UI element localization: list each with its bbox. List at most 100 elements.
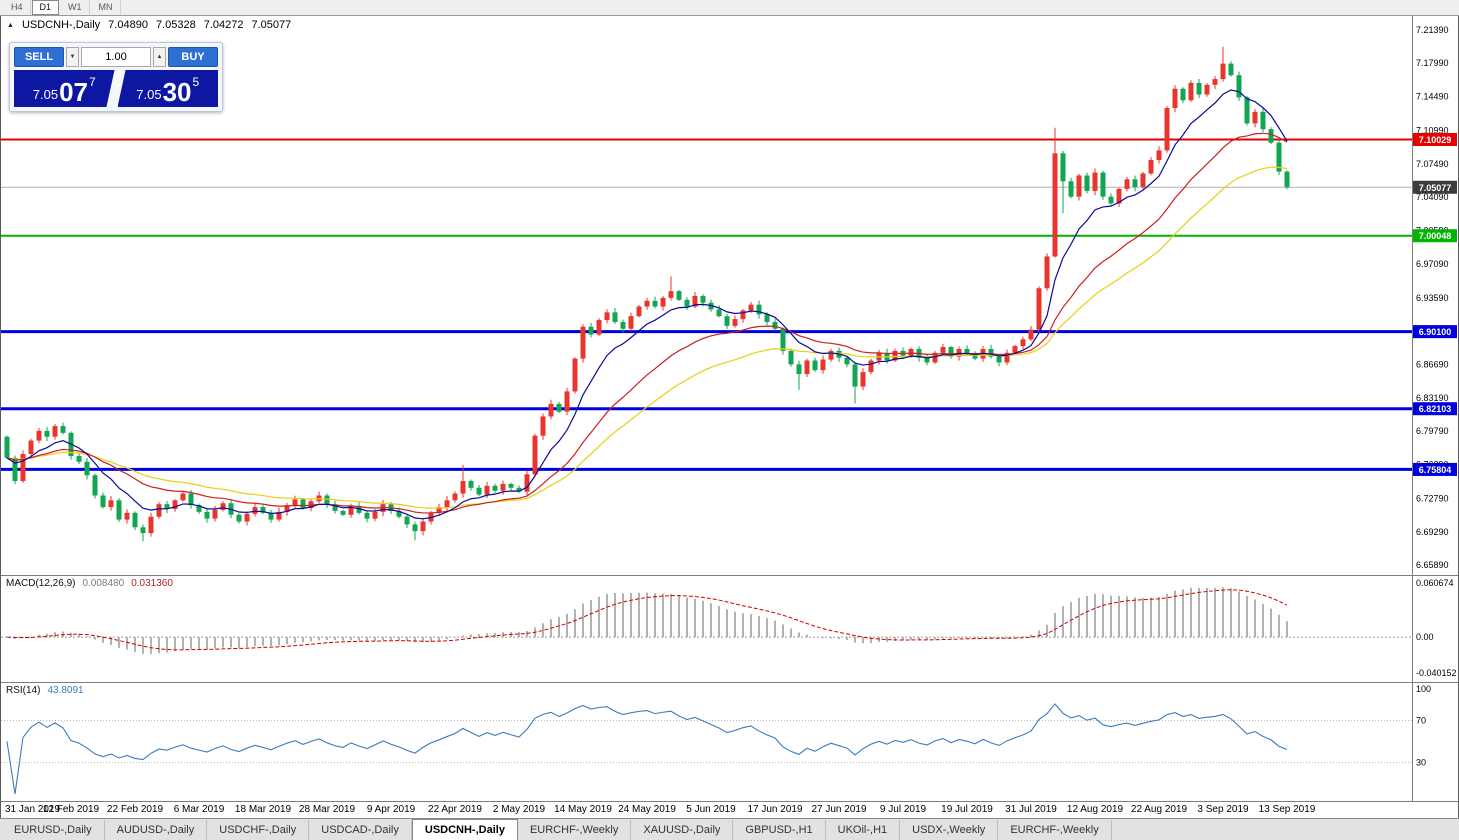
ohlc-low: 7.04272 (203, 19, 244, 31)
timeframe-toolbar: H4 D1 W1 MN (0, 0, 1459, 16)
price-panel[interactable]: USDCNH-,Daily 7.04890 7.05328 7.04272 7.… (1, 16, 1458, 575)
svg-text:6.93590: 6.93590 (1416, 293, 1449, 303)
date-axis-label: 3 Sep 2019 (1197, 804, 1249, 815)
rsi-line (6, 703, 1288, 795)
price-axis: 7.21390 7.17990 7.14490 7.10990 7.07490 7.040… (1416, 25, 1449, 570)
svg-text:6.86690: 6.86690 (1416, 359, 1449, 369)
sell-price-main: 07 (59, 77, 89, 107)
date-axis-label: 31 Jul 2019 (1005, 804, 1057, 815)
one-click-trading-widget: SELL BUY 7.05 07 7 7.05 (9, 42, 223, 112)
svg-text:7.21390: 7.21390 (1416, 25, 1449, 35)
date-axis-label: 14 May 2019 (554, 804, 612, 815)
date-axis-label: 6 Mar 2019 (173, 804, 225, 815)
svg-text:-0.040152: -0.040152 (1416, 668, 1457, 678)
sell-button[interactable]: SELL (14, 47, 64, 67)
svg-text:7.04090: 7.04090 (1416, 192, 1449, 202)
timeframe-button-d1[interactable]: D1 (31, 0, 60, 15)
chart-header: USDCNH-,Daily 7.04890 7.05328 7.04272 7.… (7, 19, 291, 31)
svg-text:0.00: 0.00 (1416, 632, 1434, 642)
ohlc-open: 7.04890 (108, 19, 148, 31)
timeframe-buttons: H4 D1 W1 MN (3, 0, 121, 15)
price-tag (1413, 325, 1457, 339)
price-tag (1413, 462, 1457, 476)
svg-text:7.14490: 7.14490 (1416, 92, 1449, 102)
svg-text:100: 100 (1416, 684, 1431, 694)
date-axis-label: 9 Jul 2019 (879, 804, 927, 815)
timeframe-button-w1[interactable]: W1 (60, 0, 90, 15)
price-chart-canvas[interactable]: 7.21390 7.17990 7.14490 7.10990 7.07490 7.040… (1, 16, 1458, 575)
chart-tab-usdcnh-daily[interactable]: USDCNH-,Daily (411, 819, 518, 840)
buy-button[interactable]: BUY (168, 47, 218, 67)
date-axis-label: 13 Sep 2019 (1258, 804, 1316, 815)
chart-tab-audusd-daily[interactable]: AUDUSD-,Daily (105, 820, 208, 840)
timeframe-button-h4[interactable]: H4 (3, 0, 31, 15)
macd-name: MACD(12,26,9) (6, 578, 76, 589)
chart-tab-xauusd-daily[interactable]: XAUUSD-,Daily (631, 820, 734, 840)
macd-label: MACD(12,26,9) 0.008480 0.031360 (6, 578, 173, 589)
chart-tab-usdchf-daily[interactable]: USDCHF-,Daily (207, 820, 310, 840)
rsi-canvas[interactable]: 100 70 30 (1, 683, 1458, 801)
macd-canvas[interactable]: 0.060674 0.00 -0.040152 (1, 576, 1458, 682)
ema-fast-line (6, 89, 1288, 520)
svg-text:0.060674: 0.060674 (1416, 578, 1454, 588)
date-axis-label: 19 Jul 2019 (941, 804, 993, 815)
ohlc-high: 7.05328 (155, 19, 196, 31)
symbol-label: USDCNH-,Daily (21, 19, 101, 31)
svg-text:7.00048: 7.00048 (1419, 231, 1452, 241)
svg-text:70: 70 (1416, 716, 1426, 726)
svg-text:7.17990: 7.17990 (1416, 58, 1449, 68)
ema-mid-line (6, 132, 1288, 514)
svg-text:7.10029: 7.10029 (1419, 135, 1452, 145)
volume-input[interactable] (81, 47, 151, 67)
volume-input-wrap (81, 47, 151, 67)
date-axis-label: 12 Feb 2019 (42, 804, 100, 815)
chart-tab-usdx-weekly[interactable]: USDX-,Weekly (900, 820, 999, 840)
chart-tab-ukoil-h1[interactable]: UKOil-,H1 (826, 820, 901, 840)
date-axis-label: 18 Mar 2019 (234, 804, 292, 815)
rsi-panel[interactable]: RSI(14) 43.8091 100 70 30 (1, 682, 1458, 801)
price-tag (1413, 229, 1457, 243)
buy-price-panel[interactable]: 7.05 30 5 (117, 70, 218, 107)
volume-increase-button[interactable] (153, 47, 166, 67)
sell-price-panel[interactable]: 7.05 07 7 (14, 70, 115, 107)
date-axis[interactable]: 31 Jan 2019 12 Feb 2019 22 Feb 2019 6 Mar 2… (1, 801, 1458, 818)
rsi-value: 43.8091 (47, 685, 84, 696)
svg-text:6.69290: 6.69290 (1416, 527, 1449, 537)
chart-tab-eurchf-weekly[interactable]: EURCHF-,Weekly (998, 820, 1112, 840)
svg-text:6.79790: 6.79790 (1416, 426, 1449, 436)
svg-text:6.97090: 6.97090 (1416, 259, 1449, 269)
date-axis-label: 24 May 2019 (618, 804, 676, 815)
chart-tab-usdcad-daily[interactable]: USDCAD-,Daily (309, 820, 412, 840)
macd-panel[interactable]: MACD(12,26,9) 0.008480 0.031360 0.060674… (1, 575, 1458, 682)
volume-decrease-button[interactable] (66, 47, 79, 67)
buy-price-prefix: 7.05 (136, 87, 162, 102)
date-axis-label: 9 Apr 2019 (366, 804, 416, 815)
timeframe-button-mn[interactable]: MN (91, 0, 121, 15)
svg-text:30: 30 (1416, 758, 1426, 768)
macd-signal-line (6, 589, 1288, 651)
svg-text:6.90100: 6.90100 (1419, 327, 1452, 337)
chart-tab-eurchf-weekly[interactable]: EURCHF-,Weekly (518, 820, 632, 840)
date-axis-label: 28 Mar 2019 (298, 804, 356, 815)
price-level-tags[interactable]: 7.10029 7.00048 6.90100 6.82103 6.75804 7.050… (1413, 133, 1457, 476)
svg-text:6.75804: 6.75804 (1419, 465, 1452, 475)
chart-tab-gbpusd-h1[interactable]: GBPUSD-,H1 (733, 820, 826, 840)
collapse-triangle-icon[interactable] (7, 22, 14, 29)
ema-slow-line (6, 166, 1288, 509)
chart-tab-eurusd-daily[interactable]: EURUSD-,Daily (2, 820, 105, 840)
ohlc-close: 7.05077 (251, 19, 292, 31)
macd-value-signal: 0.031360 (131, 578, 173, 589)
svg-text:7.10990: 7.10990 (1416, 125, 1449, 135)
macd-histogram (14, 587, 1288, 655)
sell-price-prefix: 7.05 (32, 87, 59, 102)
price-tag (1413, 180, 1457, 194)
buy-price-main: 30 (162, 77, 192, 107)
candles-layer (4, 46, 1290, 542)
price-tag (1413, 133, 1457, 147)
date-axis-label: 2 May 2019 (492, 804, 546, 815)
rsi-name: RSI(14) (6, 685, 41, 696)
rsi-label: RSI(14) 43.8091 (6, 685, 84, 696)
svg-text:7.05077: 7.05077 (1419, 183, 1452, 193)
svg-text:6.83190: 6.83190 (1416, 393, 1449, 403)
horizontal-level-lines[interactable] (1, 138, 1412, 471)
